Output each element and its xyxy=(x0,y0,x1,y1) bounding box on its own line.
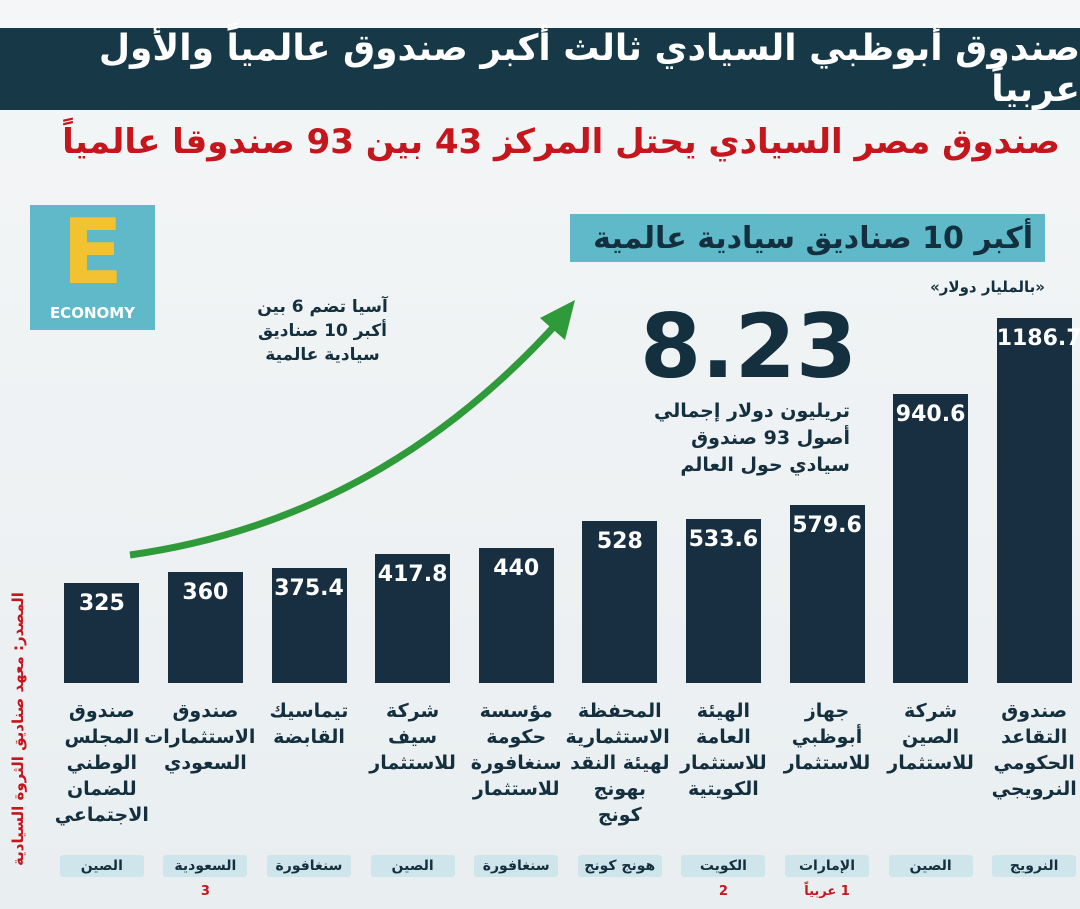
total-number: 8.23 xyxy=(640,295,858,398)
category-label: جهاز أبوظبي للاستثمار xyxy=(783,700,871,774)
bar xyxy=(893,393,969,683)
category-label: مؤسسة حكومة سنغافورة للاستثمار xyxy=(470,700,562,800)
bar xyxy=(375,554,451,683)
bar xyxy=(271,567,347,683)
logo xyxy=(30,205,155,330)
category-label: تيماسيك القابضة xyxy=(269,700,349,748)
total-description: تريليون دولار إجمالي أصول 93 صندوق سيادي… xyxy=(653,400,850,476)
value-label: 528 xyxy=(596,528,643,554)
unit-label: «بالمليار دولار» xyxy=(930,278,1045,296)
category-label: صندوق المجلس الوطني للضمان الاجتماعي xyxy=(54,700,149,826)
country-label: هونج كونج xyxy=(577,855,662,877)
bar xyxy=(789,504,865,683)
country-label: الصين xyxy=(370,855,455,877)
country-label: سنغافورة xyxy=(267,855,351,877)
rank-label: 3 xyxy=(200,884,210,899)
value-label: 1186.7 xyxy=(996,326,1080,351)
category-label: صندوق التقاعد الحكومي النرويجي xyxy=(991,700,1077,800)
value-label: 440 xyxy=(493,555,540,581)
value-label: 940.6 xyxy=(895,401,966,427)
value-label: 579.6 xyxy=(792,512,862,538)
country-label: الإمارات xyxy=(785,855,869,877)
title: صندوق أبوظبي السيادي ثالث أكبر صندوق عال… xyxy=(0,28,1080,110)
asia-note: آسيا تضم 6 بين أكبر 10 صناديق سيادية عال… xyxy=(257,297,388,365)
category-label: صندوق الاستثمارات السعودي xyxy=(144,700,256,774)
logo-text: ECONOMY xyxy=(49,304,136,322)
rank-label: 2 xyxy=(718,884,728,899)
value-label: 533.6 xyxy=(688,526,759,552)
category-label: الهيئة العامة للاستثمار الكويتية xyxy=(680,700,767,800)
country-label: الصين xyxy=(59,855,144,877)
bar xyxy=(64,583,140,683)
value-label: 375.4 xyxy=(274,575,344,601)
subtitle: صندوق مصر السيادي يحتل المركز 43 بين 93 … xyxy=(62,122,1060,162)
category-label: شركة الصين للاستثمار xyxy=(887,700,974,774)
value-label: 360 xyxy=(182,580,229,606)
country-label: الصين xyxy=(888,855,973,877)
value-label: 417.8 xyxy=(377,562,448,588)
bar xyxy=(582,520,658,683)
logo-letter: E xyxy=(61,200,124,305)
country-label: سنغافورة xyxy=(474,855,559,877)
country-label: النرويج xyxy=(992,855,1077,877)
bar xyxy=(167,572,243,683)
source: المصدر: معهد صناديق الثروة السيادية xyxy=(9,592,27,866)
chart-title: أكبر 10 صناديق سيادية عالمية xyxy=(570,214,1045,262)
bar xyxy=(996,318,1072,683)
bar xyxy=(685,518,761,683)
bar xyxy=(478,547,554,683)
country-label: الكويت xyxy=(681,855,766,877)
value-label: 325 xyxy=(78,591,125,617)
rank-label: 1 عربياً xyxy=(804,884,850,899)
category-label: شركة سيف للاستثمار xyxy=(369,700,456,774)
country-label: السعودية xyxy=(163,855,248,877)
category-label: المحفظة الاستثمارية لهيئة النقد بهونج كو… xyxy=(565,700,670,826)
